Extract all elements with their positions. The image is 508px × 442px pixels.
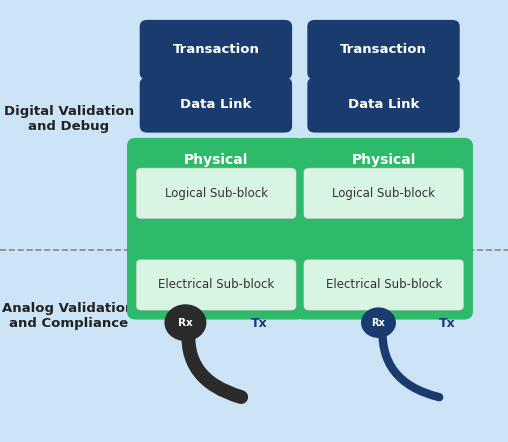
Text: Logical Sub-block: Logical Sub-block — [165, 187, 268, 200]
Circle shape — [362, 308, 395, 337]
FancyBboxPatch shape — [136, 259, 296, 310]
FancyBboxPatch shape — [136, 168, 296, 219]
Text: Rx: Rx — [178, 318, 193, 328]
Circle shape — [165, 305, 206, 340]
FancyBboxPatch shape — [304, 168, 464, 219]
Text: Data Link: Data Link — [348, 99, 419, 111]
FancyBboxPatch shape — [295, 138, 473, 320]
Text: Tx: Tx — [251, 317, 267, 330]
FancyBboxPatch shape — [127, 138, 305, 320]
Text: Physical: Physical — [352, 153, 416, 167]
FancyBboxPatch shape — [307, 20, 460, 80]
Text: Electrical Sub-block: Electrical Sub-block — [326, 278, 442, 291]
Text: Transaction: Transaction — [172, 43, 260, 56]
FancyBboxPatch shape — [140, 77, 292, 133]
Text: Data Link: Data Link — [180, 99, 251, 111]
Text: Physical: Physical — [184, 153, 248, 167]
FancyBboxPatch shape — [307, 77, 460, 133]
Text: Logical Sub-block: Logical Sub-block — [332, 187, 435, 200]
Text: Electrical Sub-block: Electrical Sub-block — [158, 278, 274, 291]
FancyBboxPatch shape — [140, 20, 292, 80]
Text: Transaction: Transaction — [340, 43, 427, 56]
FancyBboxPatch shape — [304, 259, 464, 310]
Text: Analog Validation
and Compliance: Analog Validation and Compliance — [3, 302, 135, 330]
Text: Digital Validation
and Debug: Digital Validation and Debug — [4, 105, 134, 133]
Text: Tx: Tx — [439, 317, 455, 330]
Text: Rx: Rx — [371, 318, 386, 328]
